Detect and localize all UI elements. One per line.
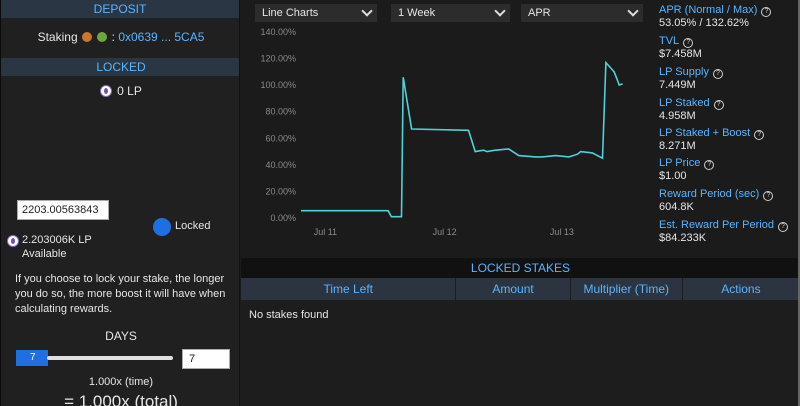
stat-value: 8.271M <box>659 140 696 152</box>
y-tick-label: 0.00% <box>270 213 296 223</box>
y-tick-label: 60.00% <box>265 133 296 143</box>
chevron-down-icon <box>627 5 639 17</box>
lp-token-icon <box>7 235 19 247</box>
stat-label: LP Supply? <box>659 66 723 79</box>
locked-header: LOCKED <box>1 58 239 76</box>
stat-value: 4.958M <box>659 110 696 122</box>
help-icon[interactable]: ? <box>763 191 774 201</box>
stat-label: APR (Normal / Max)? <box>659 4 772 17</box>
x-tick-label: Jul 13 <box>550 227 574 237</box>
lock-info-text: If you choose to lock your stake, the lo… <box>15 273 226 315</box>
lock-toggle-label: Locked <box>175 220 211 232</box>
staking-label: Staking <box>37 30 78 44</box>
x-tick-label: Jul 11 <box>314 227 337 237</box>
column-header[interactable]: Multiplier (Time) <box>571 278 683 300</box>
staking-row: Staking : 0x0639 ... 5CA5 <box>37 30 205 44</box>
stat-0: APR (Normal / Max)? 53.05% / 132.62% <box>659 4 772 29</box>
y-tick-label: 80.00% <box>265 107 296 117</box>
range-value: 1 Week <box>398 7 436 19</box>
lock-toggle[interactable] <box>153 218 171 236</box>
column-header[interactable]: Time Left <box>241 278 457 300</box>
metric-select[interactable]: APR <box>521 4 643 22</box>
chart-type-value: Line Charts <box>262 7 319 19</box>
multiplier-time: 1.000x (time) <box>88 376 154 388</box>
stat-label: LP Staked? <box>659 97 724 110</box>
days-input[interactable] <box>182 349 230 369</box>
stat-value: $84.233K <box>659 232 707 244</box>
help-icon[interactable]: ? <box>712 69 723 79</box>
stat-5: LP Price? $1.00 <box>659 157 715 182</box>
stat-label: Est. Reward Per Period? <box>659 219 788 232</box>
stake-amount-input[interactable] <box>17 200 109 220</box>
stat-label: LP Price? <box>659 157 715 170</box>
stat-value: $7.458M <box>659 48 702 60</box>
help-icon[interactable]: ? <box>713 100 724 110</box>
metric-value: APR <box>528 7 551 19</box>
help-icon[interactable]: ? <box>777 222 788 232</box>
apr-line-chart: 140.00% 120.00% 100.00% 80.00% 60.00% 40.00% 2… <box>260 27 623 237</box>
multiplier-total: = 1.000x (total) <box>64 392 178 406</box>
chevron-down-icon <box>361 5 373 17</box>
available-amount: 2.203006K LP <box>22 234 92 246</box>
apr-series-line <box>301 60 623 218</box>
chart-area: Line Charts 1 Week APR 140.00% 120.00% 100… <box>241 0 651 256</box>
farm-icon <box>97 32 108 42</box>
x-tick-label: Jul 12 <box>433 227 457 237</box>
help-icon[interactable]: ? <box>683 38 694 48</box>
deposit-header: DEPOSIT <box>1 0 239 18</box>
y-tick-label: 140.00% <box>260 27 296 37</box>
available-balance: 2.203006K LP Available <box>7 233 92 261</box>
days-slider-thumb[interactable]: 7 <box>16 350 48 366</box>
fire-icon <box>81 32 92 42</box>
column-header[interactable]: Amount <box>456 278 571 300</box>
days-label: DAYS <box>105 329 137 343</box>
lp-token-icon <box>100 85 113 97</box>
stat-6: Reward Period (sec)? 604.8K <box>659 188 774 213</box>
stat-value: 53.05% / 132.62% <box>659 17 749 29</box>
locked-lp-amount: 0 LP <box>117 84 142 98</box>
pool-stats: APR (Normal / Max)? 53.05% / 132.62% TVL? $… <box>651 0 800 256</box>
empty-state: No stakes found <box>249 309 329 321</box>
help-icon[interactable]: ? <box>704 160 715 170</box>
range-select[interactable]: 1 Week <box>391 4 510 22</box>
help-icon[interactable]: ? <box>761 7 772 17</box>
scrollbar[interactable] <box>798 0 800 406</box>
y-tick-label: 100.00% <box>260 80 296 90</box>
staking-address-link[interactable]: 0x0639 ... 5CA5 <box>118 30 205 44</box>
days-slider-track[interactable] <box>47 356 173 360</box>
stat-7: Est. Reward Per Period? $84.233K <box>659 219 788 244</box>
deposit-panel: DEPOSIT Staking : 0x0639 ... 5CA5 LOCKED… <box>0 0 240 406</box>
locked-lp-row: 0 LP <box>1 84 239 98</box>
available-label: Available <box>22 248 67 260</box>
column-header[interactable]: Actions <box>683 278 800 300</box>
chart-type-select[interactable]: Line Charts <box>255 4 377 22</box>
y-tick-label: 120.00% <box>260 54 296 64</box>
stat-4: LP Staked + Boost? 8.271M <box>659 127 765 152</box>
stat-label: TVL? <box>659 35 702 48</box>
help-icon[interactable]: ? <box>754 130 765 140</box>
stat-1: TVL? $7.458M <box>659 35 702 60</box>
locked-stakes-panel: LOCKED STAKES Time Left Amount Multiplier … <box>241 258 800 406</box>
y-tick-label: 40.00% <box>265 160 296 170</box>
chevron-down-icon <box>494 5 506 17</box>
stat-label: LP Staked + Boost? <box>659 127 765 140</box>
stat-3: LP Staked? 4.958M <box>659 97 724 122</box>
stat-value: 7.449M <box>659 79 696 91</box>
locked-stakes-title: LOCKED STAKES <box>241 258 800 278</box>
stat-2: LP Supply? 7.449M <box>659 66 723 91</box>
stat-value: 604.8K <box>659 201 694 213</box>
y-tick-label: 20.00% <box>265 186 296 196</box>
stat-label: Reward Period (sec)? <box>659 188 774 201</box>
locked-stakes-header: Time Left Amount Multiplier (Time) Actions <box>241 278 800 300</box>
stat-value: $1.00 <box>659 170 687 182</box>
